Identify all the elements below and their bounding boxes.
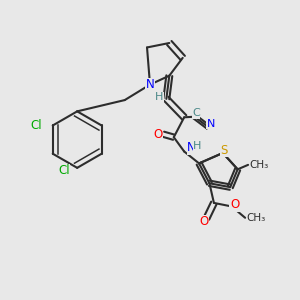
Text: CH₃: CH₃ [250,160,269,170]
Text: Cl: Cl [58,164,70,177]
Text: Cl: Cl [31,119,42,132]
Text: S: S [220,143,228,157]
Text: O: O [200,215,209,228]
Text: N: N [146,78,154,91]
Text: H: H [155,92,163,102]
Text: N: N [187,141,196,154]
Text: O: O [230,199,239,212]
Text: O: O [153,128,163,141]
Text: N: N [207,119,215,129]
Text: H: H [194,140,202,151]
Text: C: C [192,108,200,118]
Text: CH₃: CH₃ [247,213,266,223]
